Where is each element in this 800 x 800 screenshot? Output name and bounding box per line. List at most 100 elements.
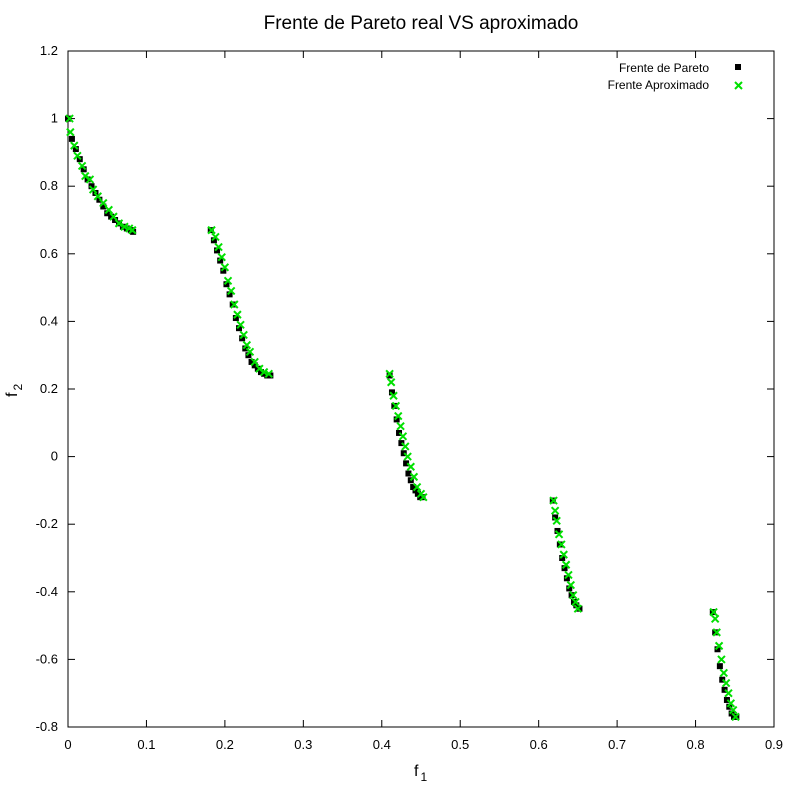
pareto-point — [251, 362, 258, 369]
x-tick-label: 0.4 — [373, 737, 391, 752]
aproximado-point — [564, 570, 573, 580]
aproximado-point — [552, 516, 561, 526]
aproximado-point — [389, 391, 398, 400]
x-tick-label: 0.9 — [765, 737, 783, 752]
aproximado-point — [65, 114, 74, 123]
pareto-point — [561, 565, 568, 572]
y-tick-label: -0.2 — [36, 516, 58, 531]
pareto-point — [229, 301, 236, 308]
pareto-point — [570, 598, 577, 605]
legend-label-aproximado: Frente Aproximado — [608, 78, 710, 92]
pareto-point — [573, 602, 580, 609]
aproximado-point — [724, 688, 733, 698]
aproximado-point — [230, 300, 239, 309]
y-tick-label: 1.2 — [40, 43, 58, 58]
aproximado-point — [412, 482, 422, 492]
aproximado-point — [717, 655, 726, 664]
pareto-point — [226, 291, 233, 298]
plot-frame — [67, 50, 775, 728]
y-tick-label: -0.4 — [36, 584, 58, 599]
pareto-point — [716, 663, 723, 670]
x-tick-label: 0 — [64, 737, 71, 752]
pareto-point — [217, 257, 224, 264]
pareto-point — [726, 703, 733, 710]
x-tick-label: 0.2 — [216, 737, 234, 752]
pareto-point — [719, 676, 726, 683]
pareto-point — [400, 450, 407, 457]
pareto-point — [104, 210, 111, 217]
pareto-point — [398, 440, 405, 447]
y-tick-label: 0.8 — [40, 178, 58, 193]
aproximado-point — [259, 367, 269, 377]
aproximado-point — [245, 347, 255, 357]
y-tick-label: -0.8 — [36, 719, 58, 734]
aproximado-point — [549, 496, 558, 505]
aproximado-point — [709, 607, 718, 617]
aproximado-point — [109, 212, 118, 221]
aproximado-point — [557, 540, 566, 549]
y-tick-label: -0.6 — [36, 651, 58, 666]
y-axis-label-subscript: 2 — [11, 384, 25, 391]
x-tick-label: 0.6 — [530, 737, 548, 752]
pareto-point — [214, 247, 221, 254]
x-tick-label: 0.5 — [451, 737, 469, 752]
x-axis-label-main: f — [414, 763, 419, 780]
aproximado-point — [385, 369, 394, 378]
aproximado-point — [712, 628, 721, 637]
pareto-point — [556, 541, 563, 548]
aproximado-point — [398, 432, 408, 441]
y-tick-label: 0 — [51, 449, 58, 464]
aproximado-point — [120, 222, 129, 231]
aproximado-point — [403, 452, 412, 461]
pareto-point — [576, 605, 583, 612]
aproximado-point — [128, 225, 137, 235]
aproximado-point — [721, 678, 731, 688]
pareto-point — [68, 135, 75, 142]
aproximado-point — [386, 378, 396, 387]
aproximado-point — [710, 614, 720, 624]
pareto-point — [72, 146, 79, 153]
pareto-point — [223, 281, 230, 288]
pareto-point — [108, 213, 115, 220]
data-points — [65, 114, 740, 722]
pareto-point — [396, 429, 403, 436]
y-axis-label-main: f — [4, 392, 21, 397]
pareto-point — [242, 345, 249, 352]
aproximado-point — [409, 472, 419, 482]
y-axis-label: f2 — [4, 384, 25, 397]
x-axis-label-subscript: 1 — [420, 770, 427, 784]
pareto-point — [112, 217, 119, 223]
pareto-point — [239, 335, 246, 342]
aproximado-point — [114, 219, 124, 228]
pareto-point — [405, 470, 412, 477]
pareto-point — [80, 166, 87, 173]
legend-marker-pareto — [735, 64, 741, 70]
pareto-point — [119, 223, 126, 230]
pareto-point — [257, 369, 264, 376]
axis-tick-labels: 0 0.1 0.2 0.3 0.4 0.5 0.6 0.7 0.8 0.9 -0.8 -0.6 -0.4… — [36, 43, 783, 752]
y-tick-label: 0.4 — [40, 313, 58, 328]
aproximado-point — [731, 712, 740, 722]
pareto-point — [563, 575, 570, 582]
aproximado-point — [233, 310, 242, 319]
aproximado-point — [571, 597, 580, 607]
legend: Frente de Pareto Frente Aproximado — [608, 61, 743, 92]
x-tick-label: 0.1 — [137, 737, 155, 752]
aproximado-point — [73, 151, 82, 160]
chart-title: Frente de Pareto real VS aproximado — [264, 13, 579, 34]
pareto-point — [236, 325, 243, 332]
aproximado-point — [223, 276, 233, 286]
pareto-point — [254, 365, 261, 372]
pareto-point — [248, 358, 255, 365]
aproximado-point — [211, 232, 220, 242]
aproximado-point — [99, 198, 108, 208]
aproximado-point — [264, 369, 274, 378]
aproximado-point — [391, 401, 401, 411]
aproximado-point — [250, 357, 259, 367]
aproximado-point — [220, 263, 230, 272]
aproximado-point — [568, 590, 578, 600]
pareto-point — [410, 484, 417, 491]
pareto-point — [210, 237, 217, 244]
